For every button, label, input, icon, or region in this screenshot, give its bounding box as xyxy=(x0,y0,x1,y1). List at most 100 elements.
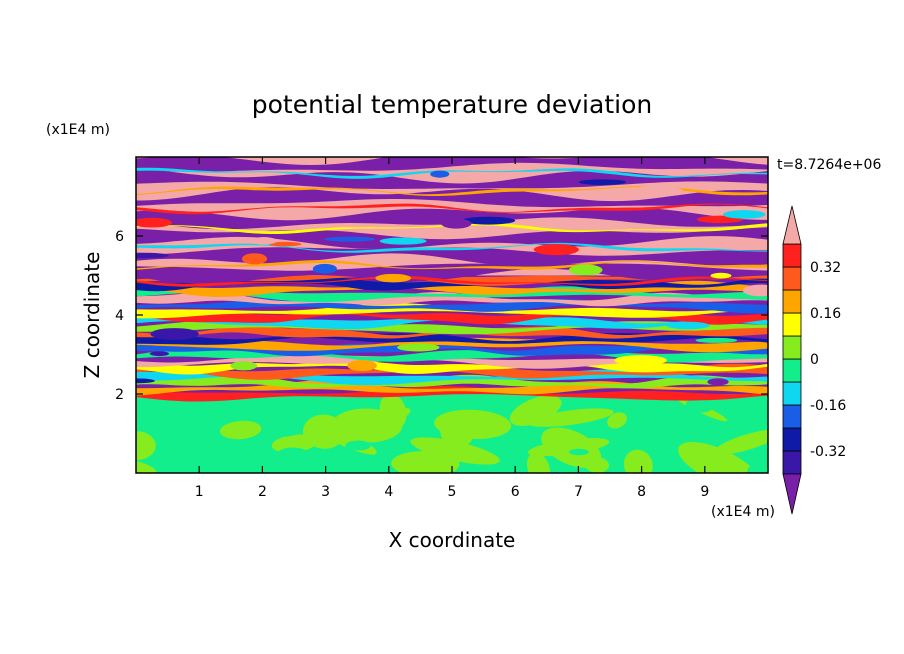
eddy xyxy=(614,355,667,366)
lower-blob xyxy=(379,393,407,429)
eddy xyxy=(695,337,738,343)
eddy xyxy=(230,361,258,371)
eddy xyxy=(666,321,710,330)
z-tick-label: 6 xyxy=(115,229,124,245)
z-tick-label: 4 xyxy=(115,308,124,324)
x-axis-ticks: 1 2 3 4 5 6 7 8 9 xyxy=(195,157,709,500)
band xyxy=(136,337,768,353)
purple-band xyxy=(136,157,768,172)
eddy xyxy=(347,360,377,372)
x-tick-label: 2 xyxy=(258,484,267,500)
z-tick-label: 2 xyxy=(115,387,124,403)
colorbar-box xyxy=(782,312,802,337)
eddy xyxy=(268,241,302,247)
lower-blob xyxy=(440,414,475,449)
lower-blob xyxy=(136,431,156,461)
eddy xyxy=(397,343,440,352)
lower-blob xyxy=(527,452,551,473)
band xyxy=(136,342,768,357)
lower-blob-core xyxy=(568,448,589,456)
lower-blob xyxy=(219,420,262,440)
x-tick-label: 3 xyxy=(321,484,330,500)
eddy xyxy=(375,273,412,283)
heatmap-field xyxy=(136,157,768,473)
accent-band xyxy=(136,275,768,287)
x-unit-label: (x1E4 m) xyxy=(711,504,775,520)
eddy xyxy=(136,378,155,384)
eddy xyxy=(533,244,579,256)
eddy xyxy=(742,284,768,297)
band xyxy=(136,363,768,380)
accent-band xyxy=(136,260,768,270)
colorbar-extend-low xyxy=(782,473,802,515)
z-axis-label: Z coordinate xyxy=(80,252,104,379)
band xyxy=(136,292,768,307)
lower-blob xyxy=(541,427,602,468)
eddy xyxy=(568,264,603,276)
eddy xyxy=(241,253,268,265)
colorbar-box xyxy=(782,335,802,360)
lower-blob xyxy=(678,441,760,473)
z-unit-label: (x1E4 m) xyxy=(46,122,110,138)
eddy xyxy=(578,179,627,186)
colorbar: 0.32 0.16 0 -0.16 -0.32 xyxy=(782,205,846,515)
lower-blob xyxy=(713,429,768,455)
x-tick-label: 6 xyxy=(511,484,520,500)
colorbar-box xyxy=(782,289,802,314)
colorbar-tick-label: 0.16 xyxy=(810,306,841,322)
lower-blob-core xyxy=(587,426,601,437)
colorbar-box xyxy=(782,450,802,475)
lower-blob xyxy=(509,395,562,426)
purple-band xyxy=(136,187,768,208)
lower-blob xyxy=(271,434,318,453)
x-tick-label: 9 xyxy=(700,484,709,500)
z-axis-ticks: 2 4 6 xyxy=(115,229,768,403)
lower-blob-core xyxy=(278,447,308,459)
colorbar-tick-label: -0.32 xyxy=(810,444,846,460)
purple-band xyxy=(136,207,768,230)
eddy xyxy=(441,218,472,229)
colorbar-box xyxy=(782,404,802,429)
band xyxy=(136,303,768,319)
chart-title: potential temperature deviation xyxy=(252,90,652,119)
eddy xyxy=(149,351,169,357)
upper-layer-bands xyxy=(136,157,768,402)
lower-blob xyxy=(410,437,500,465)
lower-blob xyxy=(527,408,614,427)
colorbar-extend-high xyxy=(782,205,802,245)
x-tick-label: 4 xyxy=(384,484,393,500)
colorbar-box xyxy=(782,243,802,268)
lower-layer-blobs xyxy=(136,393,768,473)
accent-band xyxy=(136,186,768,196)
time-label: t=8.7264e+06 xyxy=(777,157,881,173)
eddy xyxy=(379,237,427,245)
purple-band xyxy=(136,263,768,284)
x-tick-label: 7 xyxy=(574,484,583,500)
eddy xyxy=(136,217,172,228)
eddy xyxy=(150,328,199,340)
eddy xyxy=(250,237,277,245)
lower-blob xyxy=(607,412,627,429)
eddy xyxy=(312,263,337,274)
lower-blob-core xyxy=(263,433,273,450)
colorbar-box xyxy=(782,358,802,383)
eddy xyxy=(430,170,450,178)
band xyxy=(136,386,768,402)
eddy xyxy=(461,216,516,225)
band xyxy=(136,374,768,389)
colorbar-box xyxy=(782,427,802,452)
lower-blob xyxy=(584,457,610,473)
lower-blob-core xyxy=(200,459,212,473)
eddy xyxy=(324,236,376,242)
band xyxy=(136,353,768,369)
x-tick-label: 5 xyxy=(448,484,457,500)
colorbar-box xyxy=(782,381,802,406)
lower-blob-core xyxy=(747,463,768,473)
lower-blob-core xyxy=(345,440,371,451)
band xyxy=(136,280,768,297)
colorbar-tick-label: 0 xyxy=(810,352,819,368)
eddy xyxy=(723,210,766,219)
eddy xyxy=(707,378,729,386)
eddy xyxy=(136,252,169,259)
